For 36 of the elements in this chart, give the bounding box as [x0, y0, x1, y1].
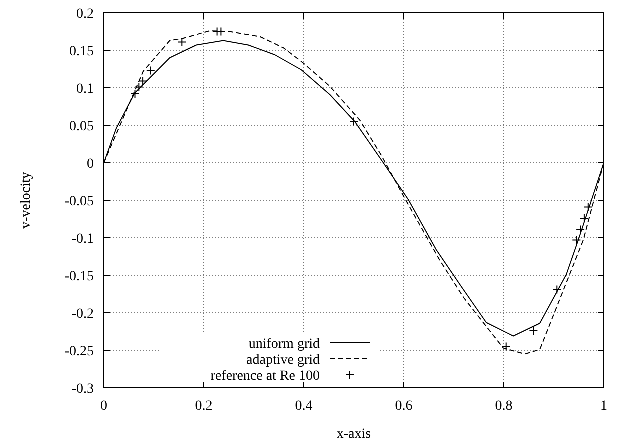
x-tick-label: 0.4	[295, 399, 313, 414]
point	[572, 236, 582, 245]
y-tick-label: -0.15	[64, 269, 94, 284]
y-tick-label: 0	[87, 156, 94, 172]
point	[584, 202, 593, 212]
y-tick-label: -0.1	[72, 232, 94, 247]
point	[580, 214, 589, 223]
y-axis-title: v-velocity	[19, 172, 34, 229]
point	[134, 82, 144, 92]
point	[350, 117, 358, 126]
y-tick-label: -0.05	[64, 194, 94, 210]
point	[529, 326, 538, 336]
y-tick-label: -0.25	[64, 344, 94, 360]
legend-label: reference at Re 100	[210, 368, 320, 384]
point	[552, 285, 562, 294]
y-tick-label: -0.3	[72, 382, 94, 397]
point	[178, 38, 187, 47]
point	[502, 342, 511, 352]
y-tick-label: 0.1	[76, 82, 94, 97]
point	[216, 27, 226, 36]
point	[576, 225, 586, 234]
x-axis-title: x-axis	[336, 427, 372, 442]
x-tick-label: 0.6	[395, 399, 413, 414]
x-tick-label: 0.2	[195, 399, 213, 414]
y-tick-label: 0.15	[70, 44, 94, 60]
y-tick-label: 0.05	[70, 119, 94, 134]
legend-label: uniform grid	[248, 336, 320, 352]
y-tick-label: 0.2	[76, 6, 94, 22]
point	[146, 66, 156, 76]
point	[138, 76, 148, 86]
x-tick-label: 0.8	[495, 399, 513, 414]
x-tick-label: 0	[100, 399, 108, 414]
legend-label: adaptive grid	[246, 352, 320, 368]
y-tick-label: -0.2	[72, 306, 94, 322]
point	[130, 90, 140, 98]
x-tick-label: 1	[600, 399, 608, 414]
